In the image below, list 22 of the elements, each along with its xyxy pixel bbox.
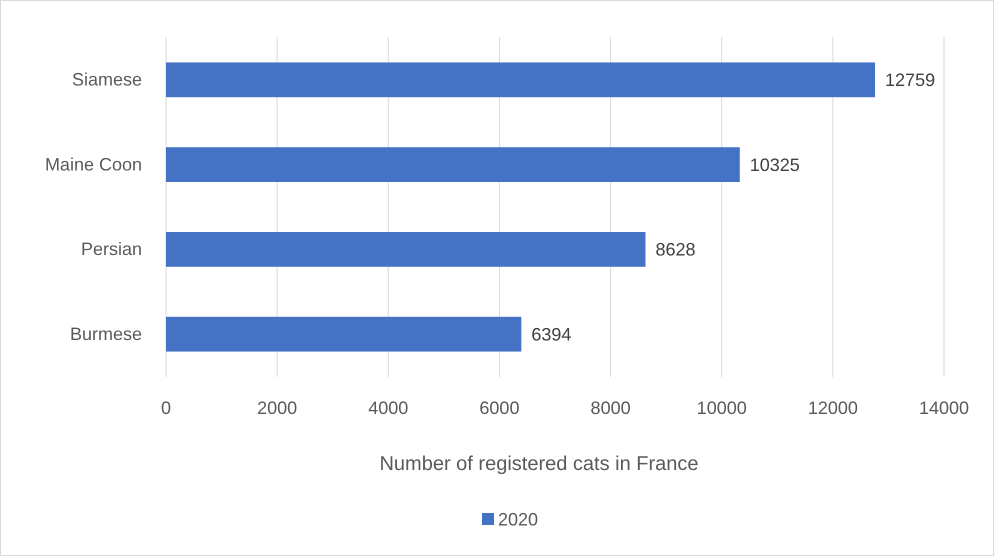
data-label: 12759 — [885, 70, 936, 90]
data-label: 10325 — [750, 154, 800, 175]
bar — [166, 232, 646, 267]
x-tick-label: 14000 — [918, 398, 970, 418]
x-tick-label: 4000 — [368, 398, 408, 418]
data-label: 8628 — [655, 240, 696, 260]
x-tick-label: 6000 — [479, 398, 520, 418]
y-tick-label: Persian — [80, 239, 142, 260]
data-label: 6394 — [531, 324, 572, 344]
x-tick-label: 8000 — [590, 398, 631, 418]
y-tick-label: Burmese — [70, 324, 142, 344]
y-tick-label: Siamese — [72, 70, 142, 90]
x-tick-label: 10000 — [696, 398, 747, 418]
x-tick-label: 12000 — [808, 398, 858, 418]
y-tick-label: Maine Coon — [44, 154, 142, 174]
bar — [166, 316, 522, 352]
bar — [166, 147, 740, 182]
x-tick-label: 2000 — [257, 398, 298, 418]
x-tick-label: 0 — [160, 398, 172, 418]
x-axis-title: Number of registered cats in France — [379, 453, 699, 475]
legend-label: 2020 — [498, 509, 538, 530]
bar — [166, 62, 876, 98]
